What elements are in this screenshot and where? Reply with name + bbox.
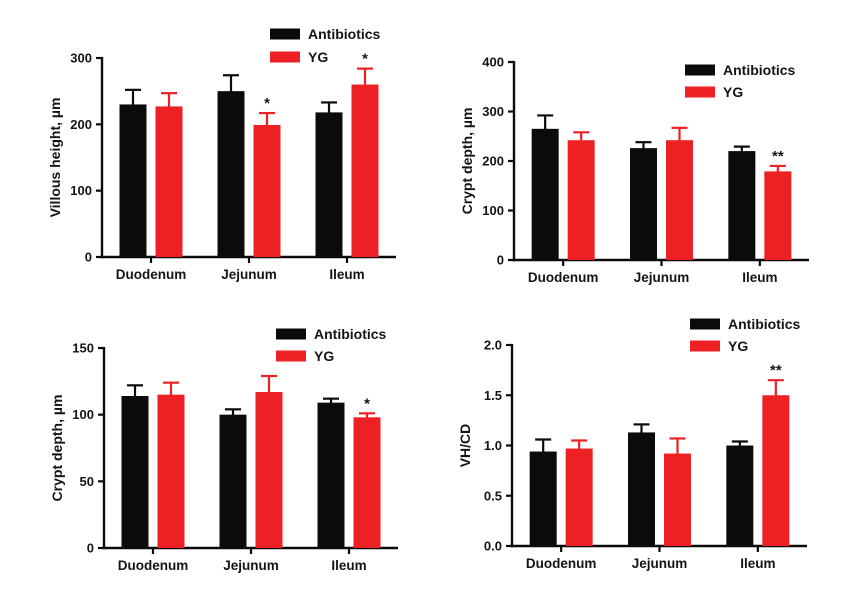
y-tick-label: 200 <box>70 117 92 132</box>
bar-yg-duodenum <box>155 106 183 257</box>
significance-marker: * <box>264 95 270 112</box>
bar-antibiotics-ileum <box>315 112 343 257</box>
chart-crypt-depth-upper: 0 100 200 300 400 Duodenum Jejunum Ileum Crypt d… <box>430 0 859 296</box>
bar-yg-ileum <box>351 84 379 258</box>
y-tick-label: 0.5 <box>484 488 502 503</box>
bar-antibiotics-duodenum <box>121 396 149 548</box>
y-tick-label: 1.0 <box>484 438 502 453</box>
y-tick-label: 0 <box>85 250 92 265</box>
legend-swatch-antibiotics <box>276 328 306 340</box>
y-tick-label: 150 <box>72 341 94 356</box>
chart-svg-villous-height: 0 100 200 300 Duodenum Jejunum Ileum Villous he… <box>47 26 396 282</box>
x-category-label: Jejunum <box>223 558 279 573</box>
bar-antibiotics-jejunum <box>217 91 245 258</box>
bar-yg-ileum <box>762 395 790 546</box>
y-tick-label: 300 <box>482 104 504 119</box>
bar-antibiotics-jejunum <box>628 432 655 546</box>
bar-yg-duodenum <box>567 140 595 260</box>
legend-swatch-antibiotics <box>270 28 300 40</box>
legend-label-antibiotics: Antibiotics <box>308 26 381 42</box>
bar-antibiotics-duodenum <box>119 104 147 257</box>
bar-yg-ileum <box>764 171 792 260</box>
x-category-label: Ileum <box>331 558 366 573</box>
bar-antibiotics-duodenum <box>529 451 557 546</box>
y-axis-label: VH/CD <box>457 424 473 468</box>
y-tick-label: 2.0 <box>484 338 502 353</box>
legend-label-yg: YG <box>723 84 743 100</box>
significance-marker: ** <box>770 362 782 379</box>
chart-svg-crypt-depth-upper: 0 100 200 300 400 Duodenum Jejunum Ileum Crypt d… <box>459 55 809 285</box>
legend-swatch-antibiotics <box>685 64 715 76</box>
legend-label-antibiotics: Antibiotics <box>728 316 801 332</box>
bar-antibiotics-ileum <box>317 402 345 548</box>
bar-yg-duodenum <box>565 448 593 546</box>
y-tick-label: 200 <box>482 154 504 169</box>
legend-swatch-yg <box>276 350 306 362</box>
legend-label-yg: YG <box>728 338 748 354</box>
chart-svg-vh-cd-ratio: 0.0 0.5 1.0 1.5 2.0 Duodenum Jejunum Ileum VH/CD… <box>457 316 807 571</box>
y-tick-label: 100 <box>482 203 504 218</box>
bar-yg-duodenum <box>157 394 185 548</box>
legend-label-yg: YG <box>314 348 334 364</box>
bar-antibiotics-jejunum <box>630 148 657 260</box>
chart-crypt-depth-lower: 0 50 100 150 Duodenum Jejunum Ileum Crypt depth… <box>0 296 430 592</box>
y-tick-label: 0.0 <box>484 539 502 554</box>
legend-swatch-yg <box>690 340 720 352</box>
y-tick-label: 300 <box>70 51 92 66</box>
x-category-label: Jejunum <box>634 270 690 285</box>
bar-yg-jejunum <box>255 392 283 548</box>
y-tick-label: 50 <box>80 474 94 489</box>
legend-swatch-yg <box>270 51 300 63</box>
y-tick-label: 100 <box>70 183 92 198</box>
bar-antibiotics-duodenum <box>531 128 559 260</box>
x-category-label: Jejunum <box>632 556 688 571</box>
bar-yg-jejunum <box>666 140 693 260</box>
chart-villous-height: 0 100 200 300 Duodenum Jejunum Ileum Villous he… <box>0 0 430 296</box>
significance-marker: * <box>364 395 370 412</box>
x-category-label: Ileum <box>742 270 777 285</box>
chart-svg-crypt-depth-lower: 0 50 100 150 Duodenum Jejunum Ileum Crypt depth… <box>49 326 398 573</box>
bar-yg-ileum <box>353 417 381 548</box>
bar-antibiotics-jejunum <box>219 414 247 548</box>
y-axis-label: Crypt depth, µm <box>49 395 65 502</box>
bar-yg-jejunum <box>664 453 691 546</box>
y-tick-label: 1.5 <box>484 388 502 403</box>
legend-label-antibiotics: Antibiotics <box>723 62 796 78</box>
significance-marker: ** <box>772 148 784 165</box>
x-category-label: Ileum <box>740 556 775 571</box>
legend-label-antibiotics: Antibiotics <box>314 326 387 342</box>
legend-swatch-antibiotics <box>690 318 720 330</box>
bar-antibiotics-ileum <box>726 445 754 546</box>
y-tick-label: 400 <box>482 55 504 70</box>
significance-marker: * <box>362 51 368 68</box>
bar-yg-jejunum <box>253 124 281 257</box>
x-category-label: Duodenum <box>528 270 599 285</box>
legend-label-yg: YG <box>308 49 328 65</box>
bar-antibiotics-ileum <box>728 151 756 260</box>
x-category-label: Duodenum <box>526 556 597 571</box>
legend-swatch-yg <box>685 86 715 98</box>
chart-vh-cd-ratio: 0.0 0.5 1.0 1.5 2.0 Duodenum Jejunum Ileum VH/CD… <box>430 296 859 592</box>
x-category-label: Duodenum <box>116 267 187 282</box>
x-category-label: Jejunum <box>221 267 277 282</box>
x-category-label: Ileum <box>329 267 364 282</box>
y-tick-label: 0 <box>497 253 504 268</box>
y-axis-label: Crypt depth, µm <box>459 108 475 215</box>
y-tick-label: 0 <box>87 541 94 556</box>
y-axis-label: Villous height, µm <box>47 98 63 218</box>
y-tick-label: 100 <box>72 407 94 422</box>
x-category-label: Duodenum <box>118 558 189 573</box>
